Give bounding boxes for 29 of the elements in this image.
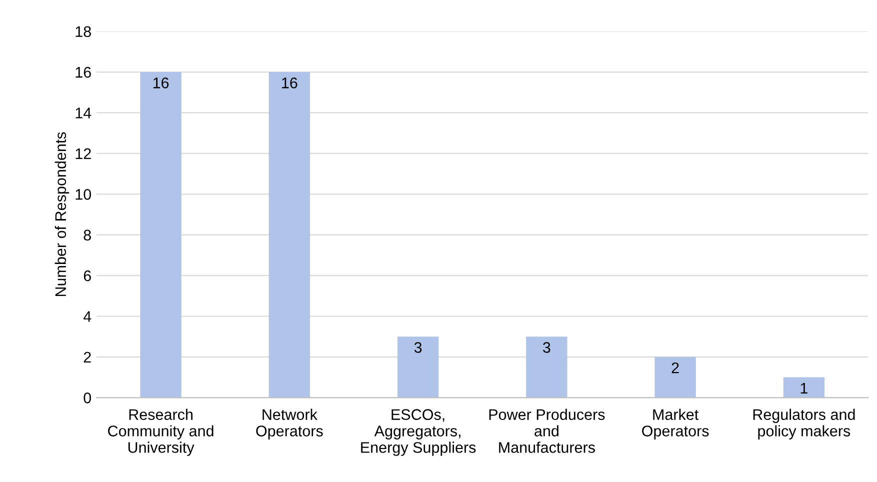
data-label: 1 xyxy=(800,382,808,394)
x-tick-label: Research Community and University xyxy=(108,408,214,456)
bar xyxy=(526,336,568,398)
x-tick-label: Market Operators xyxy=(642,408,709,440)
x-tick-label: Network Operators xyxy=(256,408,323,440)
bar xyxy=(268,72,310,398)
x-tick-label: Regulators and policy makers xyxy=(753,408,855,440)
y-tick-label: 16 xyxy=(76,66,91,78)
y-tick-label: 6 xyxy=(84,270,91,282)
y-tick-label: 0 xyxy=(84,392,92,404)
data-label: 3 xyxy=(414,342,422,353)
y-tick-label: 2 xyxy=(84,352,91,362)
y-tick-label: 4 xyxy=(83,311,92,322)
bar xyxy=(783,377,824,398)
x-tick-label: ESCOs, Aggregators, Energy Suppliers xyxy=(361,409,476,456)
data-label: 3 xyxy=(543,342,550,353)
y-tick-label: 12 xyxy=(76,148,91,159)
bar xyxy=(654,356,696,398)
bar xyxy=(140,72,182,398)
y-tick-label: 8 xyxy=(84,230,91,241)
data-label: 16 xyxy=(282,78,298,88)
bar xyxy=(397,336,439,398)
y-tick-label: 14 xyxy=(76,108,92,118)
data-label: 2 xyxy=(672,362,679,374)
y-axis-title: Number of Respondents xyxy=(54,132,70,296)
data-label: 16 xyxy=(153,78,169,88)
y-tick-label: 18 xyxy=(76,26,91,38)
y-tick-label: 10 xyxy=(76,189,92,200)
x-tick-label: Power Producers and Manufacturers xyxy=(489,408,605,453)
